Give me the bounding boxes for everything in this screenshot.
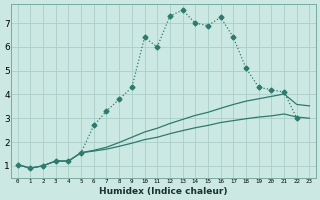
X-axis label: Humidex (Indice chaleur): Humidex (Indice chaleur) (99, 187, 228, 196)
